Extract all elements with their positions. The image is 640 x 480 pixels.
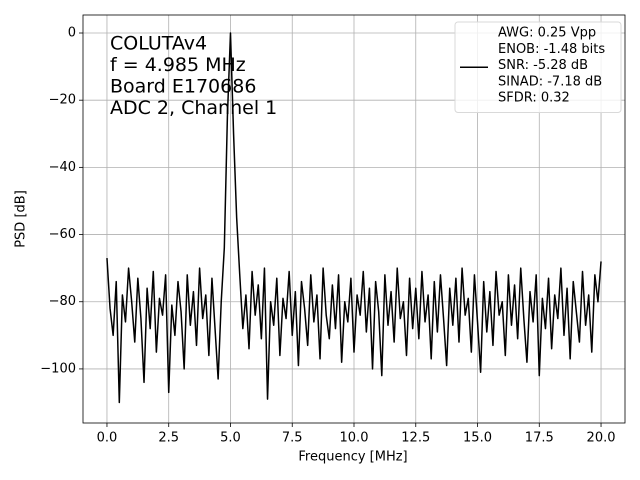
x-tick-label: 12.5 — [401, 431, 430, 446]
x-tick-label: 17.5 — [525, 431, 554, 446]
y-tick-label: −40 — [49, 160, 76, 175]
axes-frame — [82, 14, 626, 424]
x-tick-label: 20.0 — [587, 431, 616, 446]
y-tick-label: −80 — [49, 294, 76, 309]
annotation: Board E170686 — [110, 76, 256, 98]
x-tick-label: 15.0 — [463, 431, 492, 446]
x-tick-label: 2.5 — [158, 431, 179, 446]
x-tick-label: 10.0 — [340, 431, 369, 446]
annotation: ADC 2, Channel 1 — [110, 97, 277, 119]
x-tick-label: 0.0 — [97, 431, 118, 446]
y-tick-label: −100 — [40, 361, 76, 376]
legend-box — [454, 21, 622, 113]
annotation: f = 4.985 MHz — [110, 54, 246, 76]
x-axis-label: Frequency [MHz] — [298, 450, 407, 465]
annotation: COLUTAv4 — [110, 33, 207, 55]
legend-label: AWG: 0.25 Vpp — [498, 26, 596, 41]
x-tick-label: 5.0 — [220, 431, 241, 446]
legend-label: ENOB: -1.48 bits — [498, 42, 605, 57]
legend-label: SINAD: -7.18 dB — [498, 74, 602, 89]
legend-label: SFDR: 0.32 — [498, 91, 570, 106]
y-tick-label: −20 — [49, 93, 76, 108]
legend-label: SNR: -5.28 dB — [498, 58, 588, 73]
y-tick-label: −60 — [49, 227, 76, 242]
x-tick-label: 7.5 — [282, 431, 303, 446]
y-axis-label: PSD [dB] — [14, 190, 29, 248]
data-line — [106, 32, 602, 404]
y-tick-label: 0 — [68, 26, 76, 41]
